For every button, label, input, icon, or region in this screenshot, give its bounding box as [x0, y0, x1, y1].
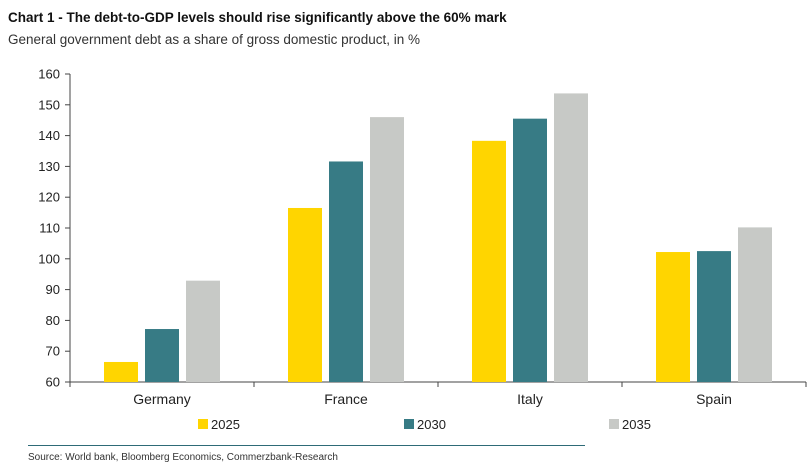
y-tick-label: 120 [38, 190, 60, 205]
bar-spain-2030 [697, 251, 731, 382]
bar-spain-2035 [738, 227, 772, 382]
source-divider [28, 445, 585, 446]
y-tick-label: 70 [46, 344, 60, 359]
y-tick-label: 150 [38, 97, 60, 112]
bar-france-2025 [288, 207, 322, 382]
bar-france-2030 [329, 161, 363, 382]
bar-germany-2030 [145, 329, 179, 382]
bar-spain-2025 [656, 252, 690, 382]
y-tick-label: 110 [39, 221, 60, 236]
y-tick-label: 100 [38, 251, 60, 266]
bar-italy-2025 [472, 140, 506, 382]
source-note: Source: World bank, Bloomberg Economics,… [28, 452, 338, 463]
y-tick-label: 60 [46, 375, 60, 390]
legend-swatch-2030 [404, 419, 414, 429]
x-category-label: France [324, 391, 368, 407]
chart-subtitle: General government debt as a share of gr… [8, 32, 420, 47]
x-category-label: Germany [133, 391, 191, 407]
y-tick-label: 130 [38, 159, 60, 174]
y-tick-label: 140 [38, 128, 60, 143]
x-category-label: Italy [517, 391, 543, 407]
chart-title: Chart 1 - The debt-to-GDP levels should … [8, 10, 507, 25]
y-tick-label: 80 [46, 313, 60, 328]
bar-germany-2035 [186, 280, 220, 382]
legend-label-2035: 2035 [622, 417, 651, 432]
y-tick-label: 90 [46, 282, 60, 297]
bar-germany-2025 [104, 361, 138, 382]
bar-italy-2030 [513, 118, 547, 382]
legend-swatch-2025 [198, 419, 208, 429]
legend-swatch-2035 [609, 419, 619, 429]
x-category-label: Spain [696, 391, 732, 407]
bar-france-2035 [370, 117, 404, 383]
legend-label-2030: 2030 [417, 417, 446, 432]
y-tick-label: 160 [38, 67, 60, 82]
legend-label-2025: 2025 [211, 417, 240, 432]
bar-italy-2035 [554, 93, 588, 383]
